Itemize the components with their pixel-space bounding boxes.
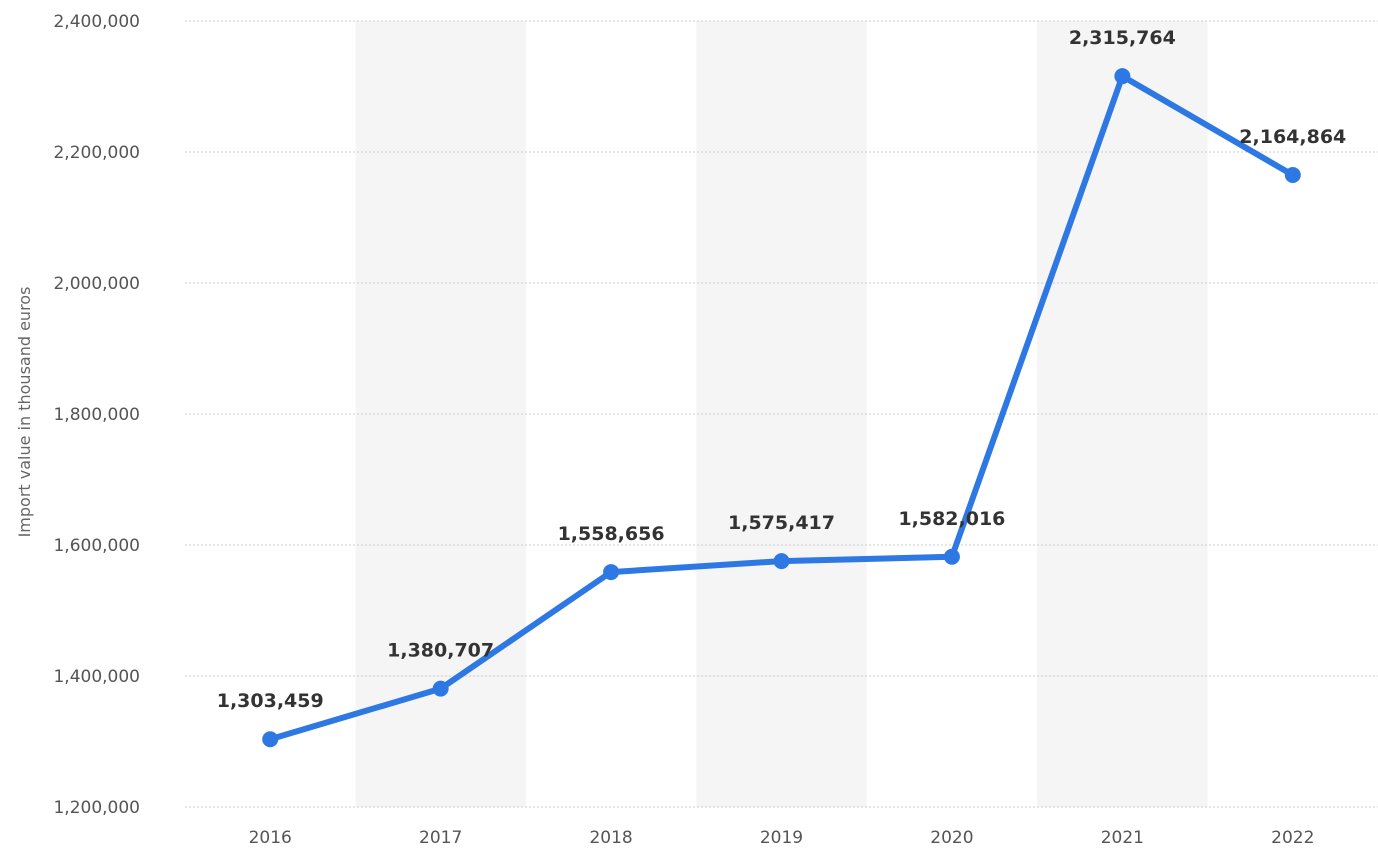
data-point-2021 <box>1114 68 1131 85</box>
data-label-2021: 2,315,764 <box>1069 27 1176 49</box>
y-axis-title: Import value in thousand euros <box>15 287 34 538</box>
x-tick-label: 2019 <box>760 828 803 848</box>
x-tick-label: 2020 <box>930 828 973 848</box>
data-label-2022: 2,164,864 <box>1239 126 1346 148</box>
data-point-2017 <box>432 680 449 697</box>
data-label-2017: 1,380,707 <box>387 640 494 662</box>
data-point-2022 <box>1284 167 1301 184</box>
y-tick-label: 1,400,000 <box>53 667 140 687</box>
data-point-2016 <box>262 731 279 748</box>
y-tick-label: 1,800,000 <box>53 405 140 425</box>
data-point-2020 <box>943 548 960 565</box>
y-tick-label: 2,200,000 <box>53 143 140 163</box>
data-point-2018 <box>603 564 620 581</box>
y-tick-label: 1,600,000 <box>53 536 140 556</box>
y-axis-ticks: 1,200,000 1,400,000 1,600,000 1,800,000 2,00… <box>53 12 140 818</box>
y-tick-label: 2,000,000 <box>53 274 140 294</box>
data-points <box>262 68 1301 748</box>
y-tick-label: 1,200,000 <box>53 798 140 818</box>
data-label-2018: 1,558,656 <box>558 523 665 545</box>
gridlines <box>185 20 1378 808</box>
data-label-2019: 1,575,417 <box>728 512 835 534</box>
x-tick-label: 2017 <box>419 828 462 848</box>
x-axis-ticks: 2016 2017 2018 2019 2020 2021 2022 <box>249 828 1315 848</box>
data-label-2016: 1,303,459 <box>217 690 324 712</box>
data-point-2019 <box>773 553 790 570</box>
data-labels: 1,303,459 1,380,707 1,558,656 1,575,417 1,58… <box>217 27 1347 712</box>
data-label-2020: 1,582,016 <box>898 508 1005 530</box>
x-tick-label: 2018 <box>589 828 632 848</box>
y-tick-label: 2,400,000 <box>53 12 140 32</box>
x-tick-label: 2021 <box>1101 828 1144 848</box>
x-tick-label: 2016 <box>249 828 292 848</box>
x-tick-label: 2022 <box>1271 828 1314 848</box>
